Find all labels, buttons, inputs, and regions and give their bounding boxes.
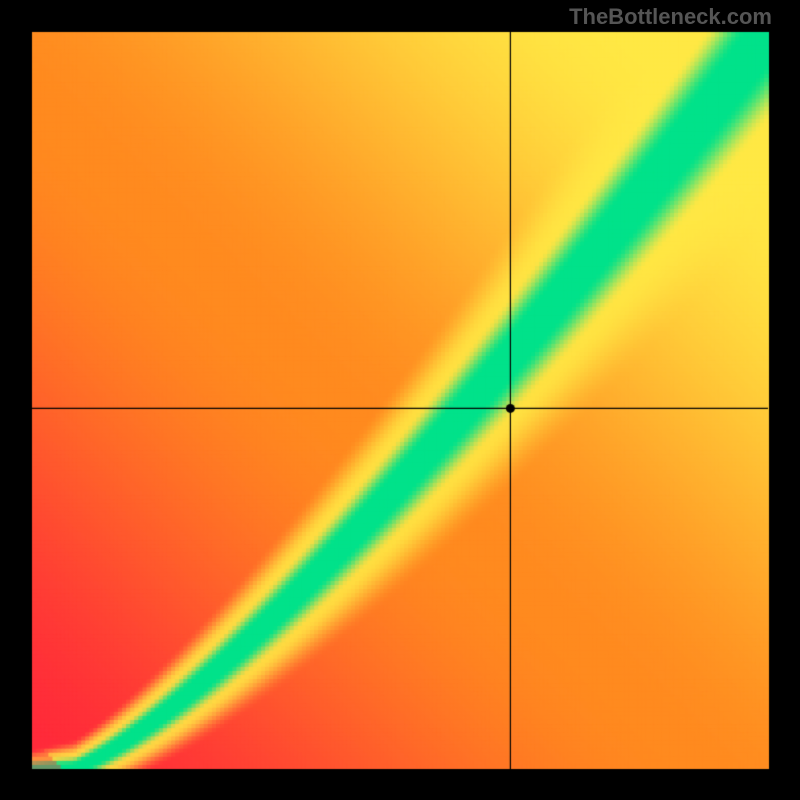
bottleneck-heatmap (0, 0, 800, 800)
chart-container: TheBottleneck.com (0, 0, 800, 800)
watermark-text: TheBottleneck.com (569, 4, 772, 30)
